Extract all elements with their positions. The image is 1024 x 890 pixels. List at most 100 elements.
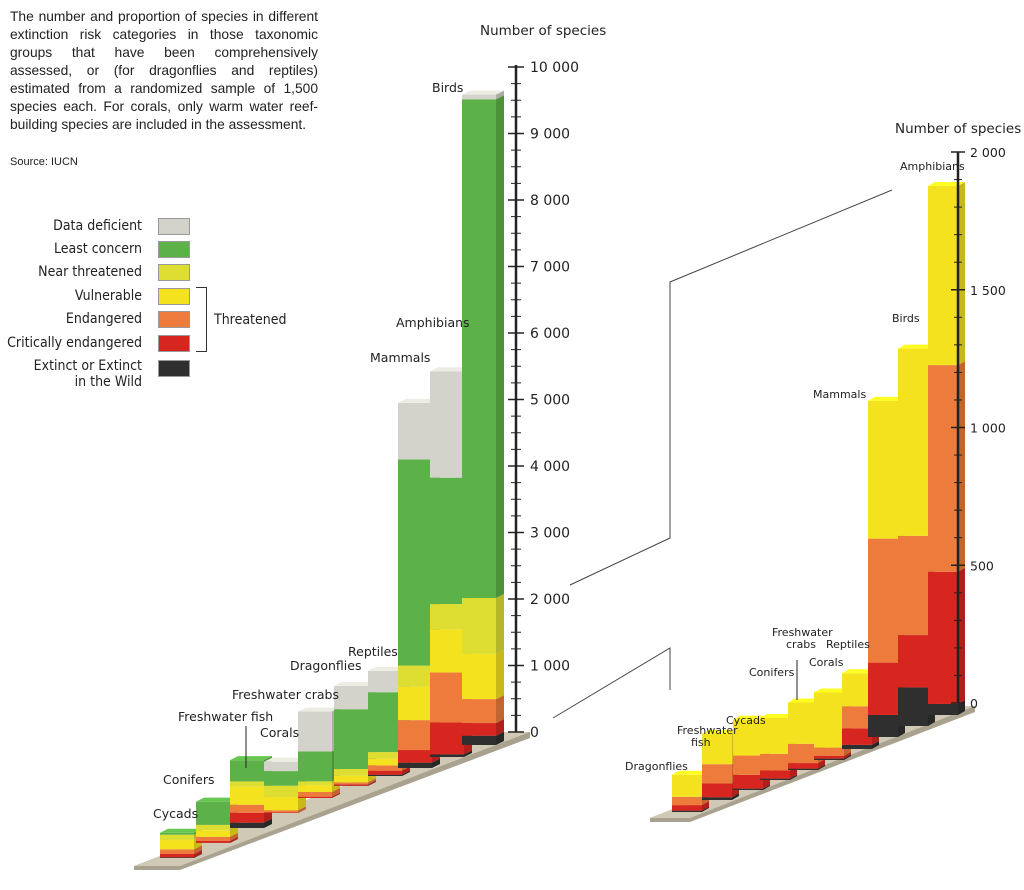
right-bar-1-top bbox=[702, 729, 739, 734]
left-category-label-6: Reptiles bbox=[348, 644, 398, 659]
right-tick-label: 2 000 bbox=[970, 145, 1006, 160]
legend-label-1: Least concern bbox=[53, 241, 142, 257]
left-bar-4-segment bbox=[298, 788, 340, 797]
left-bar-8-segment bbox=[430, 750, 472, 757]
left-category-label-2: Freshwater fish bbox=[178, 709, 273, 724]
left-tick-label: 9 000 bbox=[530, 127, 570, 143]
right-bar-7-top bbox=[868, 396, 905, 401]
right-bar-5-segment bbox=[814, 754, 851, 760]
left-bar-5-top bbox=[334, 681, 376, 686]
left-y-axis: 0 1 000 2 000 3 000 4 000 5 000 6 000 7 000 8 00… bbox=[480, 23, 606, 741]
left-tick-label: 1 000 bbox=[530, 659, 570, 675]
legend: Data deficient Least concern Near threaten… bbox=[0, 210, 300, 400]
left-bar-9-segment bbox=[462, 95, 504, 599]
left-tick-label: 5 000 bbox=[530, 393, 570, 409]
left-bar-1-segment bbox=[196, 832, 238, 841]
left-bar-6-segment bbox=[368, 766, 410, 775]
left-bar-4-top bbox=[298, 707, 340, 712]
right-bar-9-top bbox=[928, 182, 965, 187]
right-category-label-4: Freshwater crabs bbox=[772, 626, 833, 651]
right-bar-5-top bbox=[814, 688, 851, 693]
left-bar-1-top bbox=[196, 797, 238, 802]
left-category-label-3: Corals bbox=[260, 725, 299, 740]
left-tick-label: 10 000 bbox=[530, 60, 579, 76]
right-tick-label: 0 bbox=[970, 696, 978, 711]
source-note: Source: IUCN bbox=[10, 156, 78, 168]
left-category-label-4: Freshwater crabs bbox=[232, 687, 339, 702]
left-bar-5-segment bbox=[334, 778, 376, 785]
left-bar-5-segment bbox=[334, 781, 376, 786]
right-category-label-6: Reptiles bbox=[826, 638, 870, 651]
legend-swatch-1 bbox=[158, 241, 190, 258]
left-category-label-1: Conifers bbox=[163, 772, 215, 787]
right-category-label-8: Birds bbox=[892, 312, 920, 325]
left-bar-9-segment bbox=[462, 594, 504, 654]
left-chart: 0 1 000 2 000 3 000 4 000 5 000 6 000 7 000 8 00… bbox=[134, 23, 606, 870]
right-category-label-1: Freshwater fish bbox=[677, 724, 738, 749]
left-bar-9-segment bbox=[462, 649, 504, 700]
left-bar-9-segment bbox=[462, 731, 504, 745]
left-tick-label: 6 000 bbox=[530, 326, 570, 342]
right-bar-4-segment bbox=[788, 764, 825, 770]
right-bar-3-segment bbox=[760, 774, 797, 780]
right-bar-4-segment bbox=[788, 759, 825, 769]
left-bar-2-top bbox=[230, 756, 272, 761]
left-tick-label: 7 000 bbox=[530, 260, 570, 276]
zoom-connector bbox=[552, 189, 893, 719]
left-bar-7-segment bbox=[398, 758, 440, 768]
legend-swatch-3 bbox=[158, 288, 190, 305]
left-category-label-0: Cycads bbox=[153, 806, 198, 821]
right-tick-label: 1 500 bbox=[970, 283, 1006, 298]
threatened-bracket bbox=[196, 287, 207, 352]
legend-swatch-5 bbox=[158, 335, 190, 352]
right-bar-9-segment bbox=[928, 567, 965, 704]
left-bar-7-top bbox=[398, 398, 440, 403]
right-bar-3-top bbox=[760, 714, 797, 719]
left-bar-2-segment bbox=[230, 818, 272, 828]
left-bar-9-segment bbox=[462, 90, 504, 100]
left-category-label-8: Amphibians bbox=[396, 315, 470, 330]
left-bar-4-segment bbox=[298, 747, 340, 782]
legend-swatch-0 bbox=[158, 218, 190, 235]
legend-swatch-4 bbox=[158, 311, 190, 328]
right-bar-9-segment bbox=[928, 361, 965, 572]
left-bar-4-segment bbox=[298, 707, 340, 752]
left-bar-0-top bbox=[160, 828, 202, 833]
right-category-label-7: Mammals bbox=[813, 388, 866, 401]
left-tick-label: 0 bbox=[530, 725, 539, 741]
left-bar-3-top bbox=[264, 757, 306, 762]
right-bar-9-segment bbox=[928, 182, 965, 366]
left-bar-9-segment bbox=[462, 695, 504, 724]
left-bar-3-segment bbox=[264, 806, 306, 813]
left-bar-1-segment bbox=[196, 836, 238, 843]
right-bar-0-top bbox=[672, 770, 709, 775]
right-category-label-5: Corals bbox=[809, 656, 844, 669]
right-chart: 0 500 1 000 1 500 2 000 Number of species Drag… bbox=[625, 121, 1021, 822]
right-axis-title: Number of species bbox=[895, 121, 1021, 137]
legend-label-6: Extinct or Extinct in the Wild bbox=[33, 358, 142, 390]
legend-label-0: Data deficient bbox=[53, 218, 143, 234]
chart-description: The number and proportion of species in … bbox=[10, 9, 318, 132]
right-bar-0-segment bbox=[672, 806, 709, 812]
right-category-label-3: Conifers bbox=[749, 666, 795, 679]
left-bar-9-top bbox=[462, 90, 504, 95]
right-bar-5-segment bbox=[814, 751, 851, 759]
left-tick-label: 8 000 bbox=[530, 193, 570, 209]
left-bar-0-segment bbox=[160, 845, 202, 855]
left-bar-0-segment bbox=[160, 850, 202, 858]
left-bar-1-segment bbox=[196, 826, 238, 837]
legend-swatch-2 bbox=[158, 264, 190, 281]
left-bar-8-top bbox=[430, 367, 472, 372]
left-bar-4-segment bbox=[298, 792, 340, 798]
right-tick-label: 1 000 bbox=[970, 421, 1006, 436]
left-category-label-7: Mammals bbox=[370, 350, 430, 365]
left-bar-0-segment bbox=[160, 853, 202, 858]
left-tick-label: 4 000 bbox=[530, 459, 570, 475]
right-y-axis: 0 500 1 000 1 500 2 000 Number of species bbox=[895, 121, 1021, 711]
right-bar-0-segment bbox=[672, 801, 709, 811]
right-bar-6-segment bbox=[842, 740, 879, 749]
left-tick-label: 3 000 bbox=[530, 526, 570, 542]
right-category-label-0: Dragonflies bbox=[625, 760, 688, 773]
left-bar-1-segment bbox=[196, 838, 238, 843]
